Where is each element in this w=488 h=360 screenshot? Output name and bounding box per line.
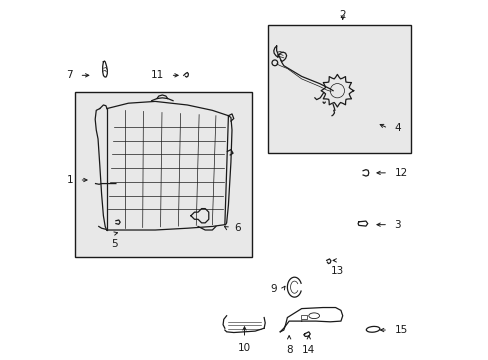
Bar — [300, 315, 307, 319]
Text: 3: 3 — [394, 220, 400, 230]
Text: 10: 10 — [238, 343, 250, 353]
Text: 5: 5 — [111, 239, 117, 249]
Text: 9: 9 — [269, 284, 276, 294]
Bar — [75, 93, 251, 257]
Text: 15: 15 — [394, 325, 407, 335]
Text: 2: 2 — [339, 10, 346, 20]
Text: 11: 11 — [151, 70, 164, 80]
Text: 12: 12 — [394, 168, 407, 178]
Text: 7: 7 — [66, 70, 73, 80]
Text: 13: 13 — [330, 266, 343, 276]
Text: 8: 8 — [285, 345, 292, 355]
Text: 4: 4 — [394, 123, 400, 133]
Text: 6: 6 — [233, 223, 240, 233]
Text: 14: 14 — [302, 345, 315, 355]
Bar — [267, 24, 410, 153]
Text: 1: 1 — [66, 175, 73, 185]
